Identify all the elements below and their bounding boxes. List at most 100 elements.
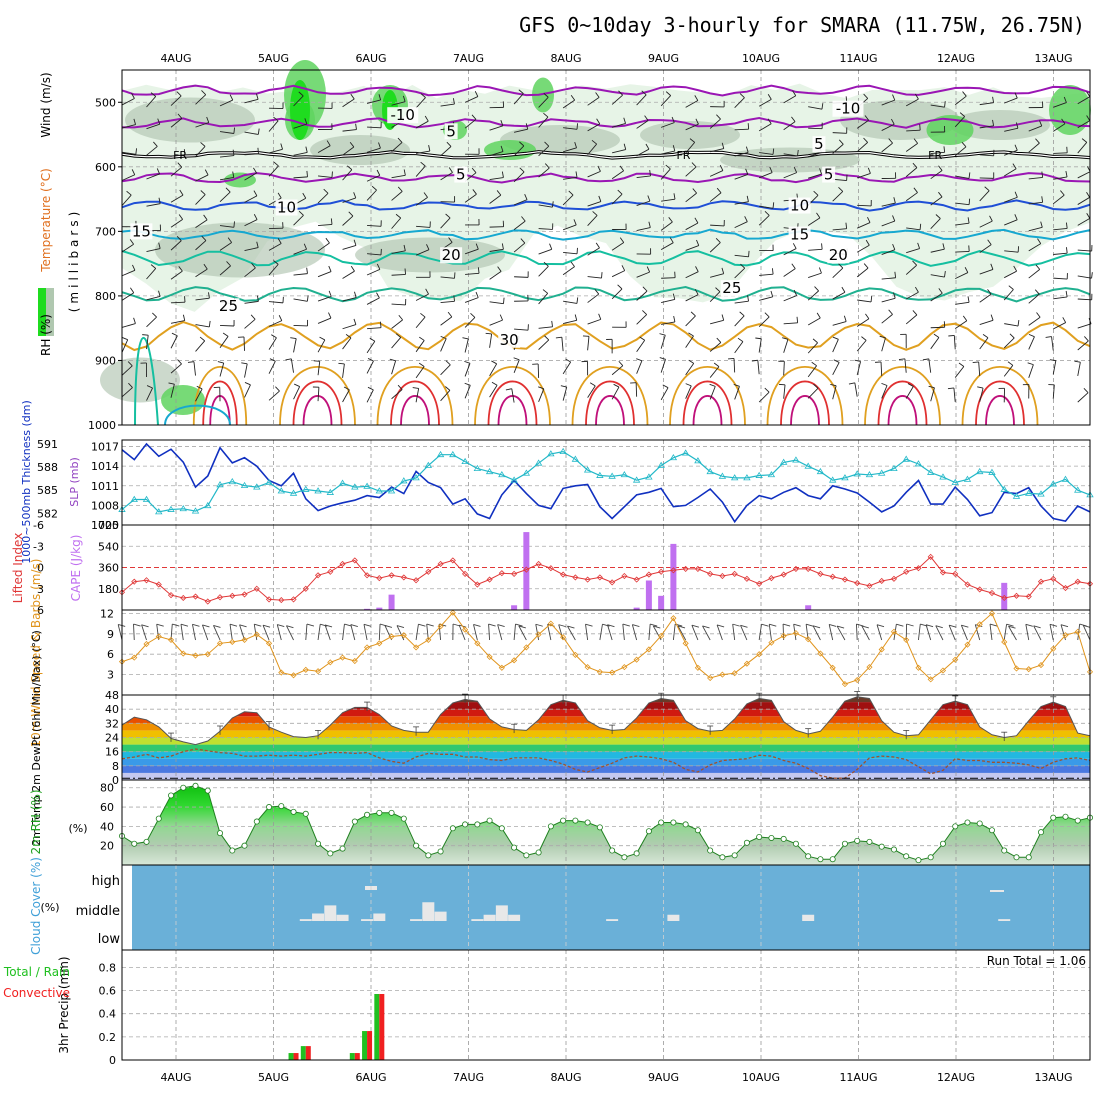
li-marker [388, 572, 395, 579]
wind-barb [660, 168, 671, 180]
rh-marker [609, 847, 616, 854]
slp-tick-label: 1008 [91, 499, 119, 512]
wind-barb [1028, 269, 1041, 279]
wind-barb [563, 319, 577, 324]
li-marker [976, 586, 983, 593]
slp-marker [449, 450, 457, 458]
wind-barb-flag [280, 143, 283, 150]
wind-barb [710, 148, 724, 153]
wind-barb [979, 269, 994, 275]
wind-barb [955, 250, 970, 253]
wind-barb-flag [384, 625, 393, 628]
wind-barb-flag [948, 624, 957, 628]
slp-marker [363, 482, 371, 489]
wind-barb [783, 295, 797, 302]
wind-barb [587, 201, 602, 207]
date-label: 8AUG [550, 52, 581, 65]
wind-barb-flag [182, 314, 186, 321]
cloud-middle-bar [336, 914, 349, 921]
wind-marker [792, 630, 799, 637]
slp-marker [522, 469, 531, 476]
wind-barb [473, 624, 478, 641]
wind-barb-flag [867, 167, 871, 174]
wind-barb-flag [543, 92, 549, 98]
wind-barb-flag [306, 623, 315, 627]
date-label: 4AUG [160, 1071, 191, 1084]
wind-barb-flag [876, 624, 885, 628]
wind-barb [636, 360, 643, 374]
wind-barb-flag [424, 115, 429, 122]
slp-marker [265, 478, 273, 485]
wind-barb-flag [277, 192, 282, 199]
wind-barb [293, 176, 308, 179]
wind-barb-flag [838, 139, 844, 145]
wind-barb-flag [694, 289, 699, 295]
wind-barb [195, 388, 203, 402]
wind-barb [979, 125, 994, 129]
rh-marker [952, 823, 959, 830]
temp-band [122, 765, 1090, 773]
wind-marker [878, 646, 885, 653]
wind-barb [244, 153, 259, 156]
wind-barb-flag [925, 624, 934, 628]
wind-barb [832, 339, 839, 353]
wind-barb-flag [277, 238, 282, 244]
wind-barb [1028, 243, 1041, 252]
wind-barb-flag [919, 223, 922, 230]
wind-barb [954, 95, 967, 106]
wind-barb [513, 171, 525, 183]
wind-marker [780, 632, 787, 639]
wind-barb [1053, 322, 1066, 330]
wind-barb [758, 391, 770, 403]
slp-marker [130, 495, 138, 502]
rh-marker [290, 808, 297, 815]
wind-barb [1003, 289, 1014, 301]
wind-barb [244, 172, 257, 181]
wind-barb-flag [574, 142, 577, 149]
wind-barb-flag [865, 239, 870, 246]
wind-barb [146, 316, 157, 328]
wind-barb [538, 265, 549, 277]
wind-barb [854, 382, 858, 397]
wind-barb [293, 95, 304, 107]
li-marker [878, 577, 885, 585]
wind-barb-flag [153, 141, 158, 147]
precip-total-bar [374, 994, 380, 1060]
boundary-layer-contour [595, 395, 625, 426]
cloud-middle-bar [422, 902, 435, 921]
wind-barb [458, 624, 466, 641]
boundary-layer-contour [864, 366, 941, 426]
wind-barb-flag [397, 137, 403, 143]
wind-barb [876, 624, 883, 641]
wind-barb-flag [543, 112, 549, 118]
wind-barb-flag [471, 114, 477, 120]
cape-bar [805, 605, 812, 610]
li-marker [915, 565, 922, 572]
wind-barb [415, 624, 419, 641]
temperature-contour [121, 116, 1091, 129]
wind-barb [905, 192, 918, 202]
wind-barb-flag [150, 92, 157, 97]
wind-barb [489, 125, 504, 131]
wind-barb [783, 153, 798, 157]
wind-barb [660, 242, 674, 251]
slp-marker [216, 481, 224, 488]
wind-barb [415, 165, 426, 177]
wind-marker [327, 659, 334, 666]
wind-barb-flag [353, 239, 357, 246]
wind-marker [621, 664, 628, 671]
slp-marker [510, 476, 518, 483]
wind-barb-flag [744, 216, 748, 222]
wind-marker [1074, 628, 1081, 635]
boundary-layer-contour [571, 366, 649, 426]
wind-barb [293, 123, 308, 129]
wind-barb [1053, 102, 1067, 108]
wind-barb-flag [716, 337, 722, 343]
wind-barb [286, 625, 294, 641]
wind-barb [905, 167, 918, 177]
wind-barb-flag [367, 358, 374, 362]
contour-label-bg [788, 197, 811, 214]
wind-barb [195, 240, 207, 251]
wind-barb [861, 625, 870, 641]
li-marker [327, 568, 334, 575]
